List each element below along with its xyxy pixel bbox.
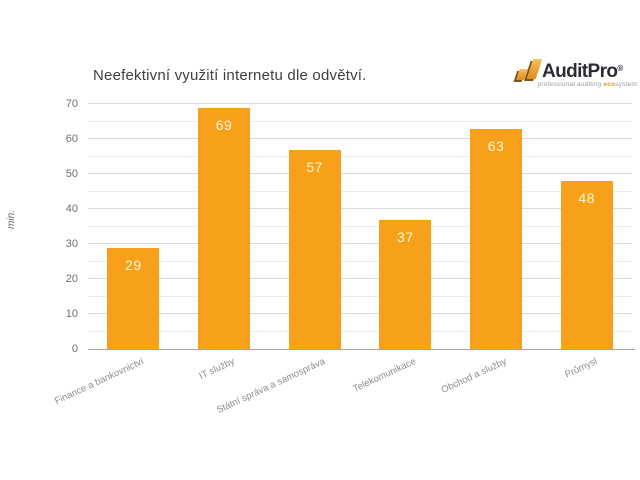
x-category-label: Finance a bankovnictví (53, 356, 146, 408)
y-tick-label: 10 (65, 308, 78, 320)
gridline (88, 120, 632, 122)
bar: 37 (379, 219, 432, 349)
auditpro-logo-icon (515, 58, 543, 84)
y-tick-label: 60 (65, 133, 78, 145)
bar: 57 (288, 149, 341, 349)
gridline (88, 295, 632, 297)
y-tick-label: 50 (65, 168, 78, 180)
y-tick-label: 40 (65, 203, 78, 215)
logo-wordmark: AuditPro® (542, 61, 623, 82)
registered-trademark-symbol: ® (617, 64, 623, 73)
x-category-label: Průmysl (563, 356, 600, 381)
y-tick-label: 70 (65, 98, 78, 110)
gridline (88, 138, 632, 139)
chart-title: Neefektivní využití internetu dle odvětv… (93, 67, 367, 84)
bar: 48 (560, 181, 613, 349)
x-axis-line (88, 349, 635, 350)
x-category-label: Obchod a služby (439, 356, 509, 396)
logo-tagline: professional auditing ecosystem (537, 81, 637, 88)
bar-value-label: 48 (578, 190, 595, 206)
y-tick-label: 30 (65, 238, 78, 250)
gridline (88, 225, 632, 227)
gridline (88, 278, 632, 279)
y-axis-ticks: 0 10 20 30 40 50 60 70 (38, 98, 78, 355)
y-tick-label: 0 (71, 343, 78, 355)
gridline (88, 103, 632, 104)
auditpro-logo: AuditPro® professional auditing ecosyste… (515, 57, 637, 88)
bar-value-label: 63 (487, 137, 505, 154)
gridline (88, 330, 632, 332)
gridline (88, 208, 632, 209)
y-axis-label: min. (5, 210, 17, 229)
bar-value-label: 37 (397, 228, 414, 245)
x-category-label: Telekomunikace (351, 356, 418, 395)
gridline (88, 260, 632, 262)
bar: 29 (107, 247, 160, 349)
bar: 63 (470, 128, 522, 349)
x-category-label: IT služby (197, 356, 237, 382)
bar-value-label: 69 (215, 116, 233, 133)
gridline (88, 190, 632, 192)
bar-value-label: 29 (125, 256, 142, 273)
gridline (88, 155, 632, 157)
gridline (88, 243, 632, 244)
x-axis-labels: Finance a bankovnictví IT služby Státní sp… (53, 353, 632, 433)
plot-area: 29 69 57 37 63 48 (88, 103, 632, 349)
gridline (88, 173, 632, 174)
y-tick-label: 20 (65, 273, 78, 285)
bar-value-label: 57 (306, 158, 323, 175)
gridline (88, 313, 632, 314)
bar: 69 (198, 107, 250, 349)
